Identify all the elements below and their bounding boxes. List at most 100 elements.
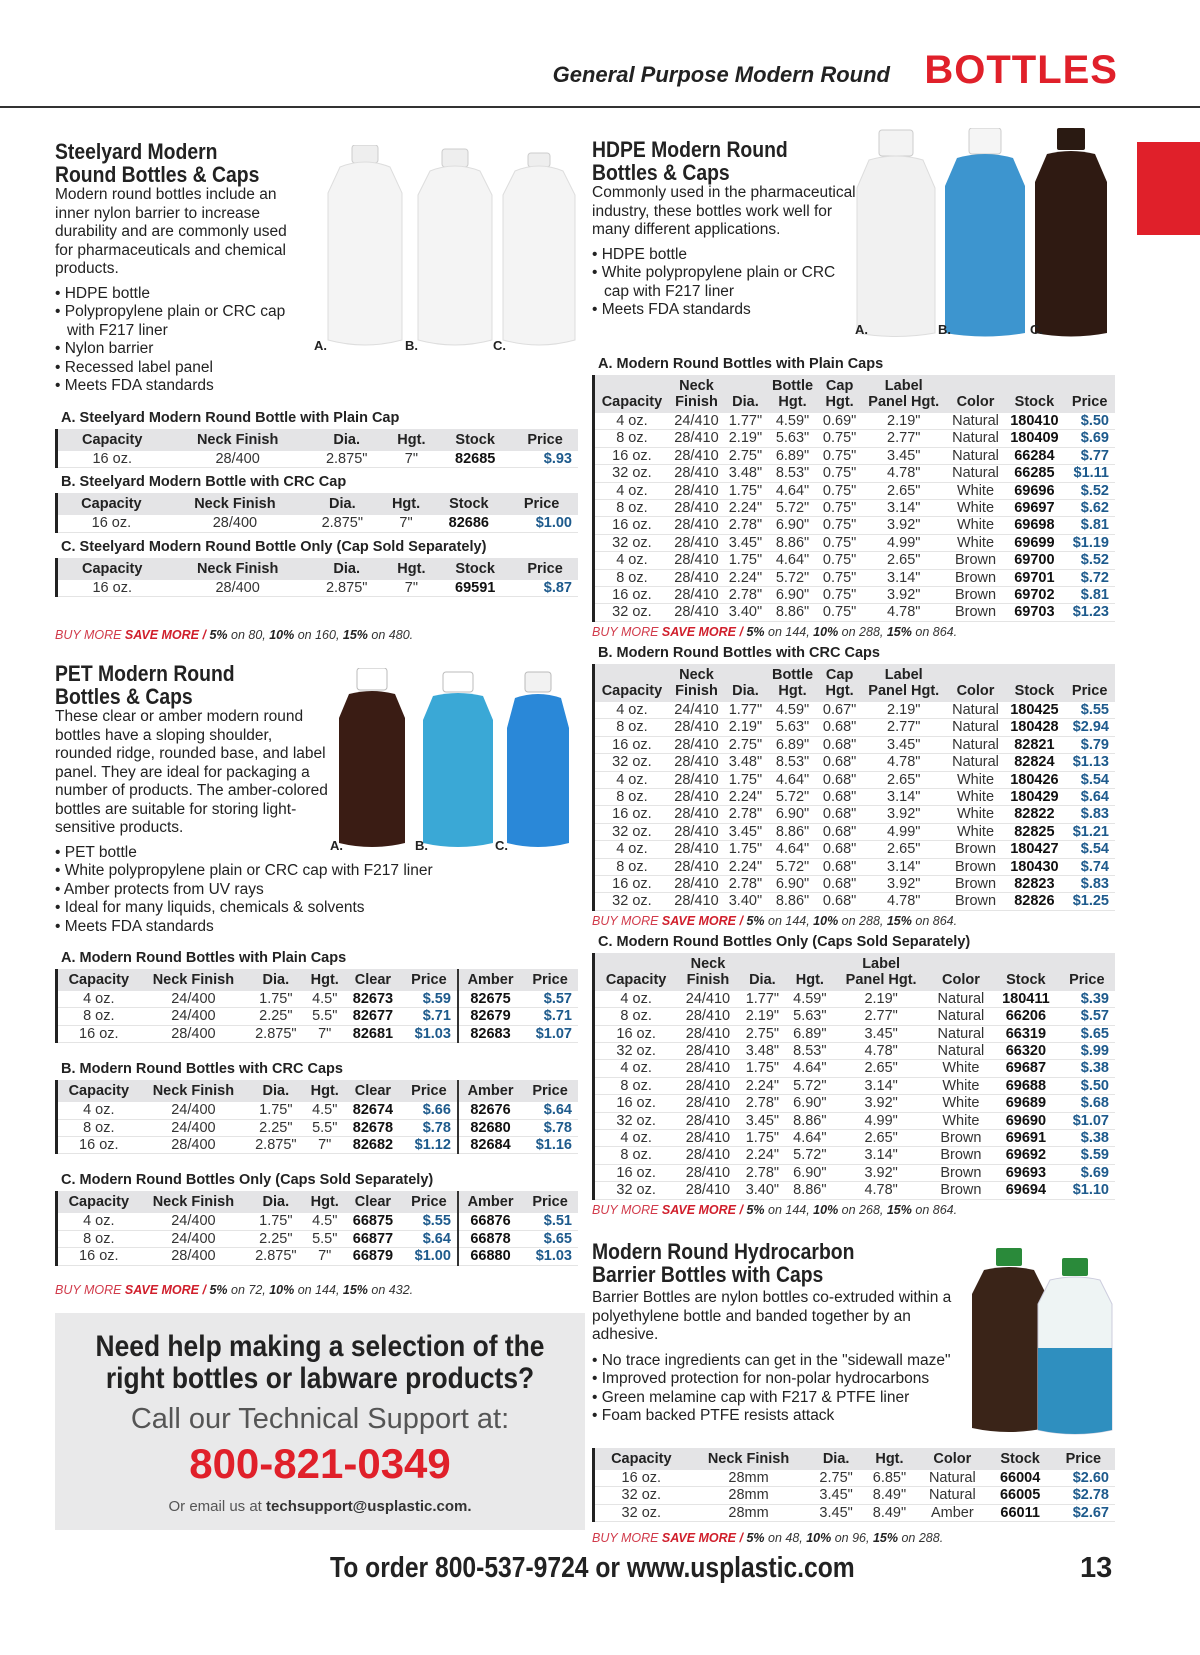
table-cell: 4 oz. — [56, 1102, 140, 1120]
column-header: Bottle Hgt. — [766, 663, 819, 702]
table-row: 16 oz. 28/410 2.75" 6.89" 3.45" Natural 66319 $… — [593, 1025, 1115, 1043]
table-cell: 28/410 — [668, 429, 725, 448]
table-cell: 28/410 — [677, 1146, 739, 1165]
table-row: 8 oz. 24/400 2.25" 5.5" 82677 $.71 82679 $.71 — [56, 1007, 578, 1026]
table-cell: Brown — [928, 1146, 994, 1165]
table-cell: 66206 — [993, 1007, 1059, 1026]
pet-image-label-b: B. — [415, 838, 428, 853]
table-cell: Brown — [946, 551, 1005, 570]
table-cell: $.65 — [1058, 1025, 1115, 1043]
table-cell: 32 oz. — [593, 892, 669, 911]
buy-more-text: BUY MORE — [55, 1283, 125, 1297]
column-header: Clear — [345, 1080, 401, 1103]
table-cell: 2.19" — [724, 429, 767, 448]
table-cell: 28/410 — [668, 534, 725, 553]
column-header: Dia. — [247, 969, 305, 991]
buy-more-text: on 144, — [764, 624, 814, 639]
table-cell: 3.92" — [833, 1164, 929, 1183]
table-cell: 2.24" — [724, 569, 767, 588]
table-cell: 6.90" — [766, 516, 819, 535]
column-header: Label Panel Hgt. — [860, 663, 947, 702]
spec-table: Capacity Neck Finish Dia. Hgt. Clear Price Amb… — [55, 1191, 578, 1266]
table-cell: 69693 — [993, 1164, 1059, 1183]
table-cell: $.71 — [522, 1007, 578, 1026]
table-cell: 24/400 — [139, 1007, 248, 1026]
table-cell: Natural — [946, 736, 1005, 755]
buy-more-text: on 160, — [294, 628, 343, 642]
hydrocarbon-intro: Modern Round Hydrocarbon Barrier Bottles… — [592, 1240, 962, 1426]
table-cell: Brown — [928, 1129, 994, 1148]
bullet-item: White polypropylene plain or CRC cap wit… — [592, 264, 857, 301]
table-cell: 16 oz. — [593, 516, 669, 535]
table-cell: 69700 — [1004, 551, 1065, 570]
table-cell: 66878 — [456, 1230, 523, 1249]
spec-table-section: C. Modern Round Bottles Only (Caps Sold … — [55, 1172, 578, 1266]
table-cell: 28/410 — [668, 569, 725, 588]
buy-more-text: 15% — [886, 624, 912, 639]
table-cell: $.81 — [1064, 586, 1115, 605]
column-header: Price — [512, 557, 578, 580]
column-header: Cap Hgt. — [818, 663, 861, 702]
buy-more-text: 10% — [269, 628, 295, 642]
buy-more-text: 5% — [209, 1283, 228, 1297]
support-email-link[interactable]: techsupport@usplastic.com. — [266, 1498, 472, 1515]
column-header: Dia. — [247, 1191, 305, 1214]
table-row: 8 oz. 28/410 2.19" 5.63" 0.75" 2.77" Natural 18… — [593, 429, 1115, 448]
spec-table-section: A. Steelyard Modern Round Bottle with Pl… — [55, 410, 578, 469]
table-row: 4 oz. 24/410 1.77" 4.59" 2.19" Natural 180411 $… — [593, 990, 1115, 1009]
table-cell: 7" — [384, 451, 439, 469]
table-cell: White — [928, 1112, 994, 1131]
bullet-item: PET bottle — [55, 844, 535, 863]
table-header-row: Capacity Neck Finish Dia. Hgt. Clear Price Amb… — [56, 969, 578, 991]
table-cell: 4 oz. — [593, 1129, 678, 1148]
table-row: 32 oz. 28/410 3.40" 8.86" 0.75" 4.78" Brown 697… — [593, 603, 1115, 622]
column-header: Cap Hgt. — [818, 375, 861, 413]
table-cell: $.55 — [400, 1213, 458, 1231]
table-cell: 32 oz. — [593, 1181, 678, 1200]
table-cell: 28/410 — [677, 1112, 739, 1131]
table-cell: 69690 — [993, 1112, 1059, 1131]
table-cell: 28/410 — [668, 823, 725, 842]
table-row: 32 oz. 28/410 3.48" 8.53" 4.78" Natural 66320 $… — [593, 1042, 1115, 1061]
buy-more-note: BUY MORE SAVE MORE / 5% on 144, 10% on 2… — [592, 914, 1115, 928]
table-cell: 5.72" — [786, 1077, 834, 1096]
column-header: Stock — [438, 429, 513, 451]
table-cell: 66319 — [993, 1025, 1059, 1043]
table-cell: Natural — [928, 1025, 994, 1043]
column-header: Price — [1051, 1448, 1115, 1470]
column-header: Clear — [345, 969, 401, 991]
table-cell: 82684 — [456, 1136, 523, 1155]
table-cell: 16 oz. — [56, 515, 165, 533]
table-cell: 5.72" — [766, 858, 819, 876]
table-cell: 4.5" — [304, 991, 345, 1009]
table-cell: 1.77" — [724, 413, 767, 431]
table-cell: $1.25 — [1064, 892, 1115, 911]
table-cell: 69688 — [993, 1077, 1059, 1096]
table-cell: 2.75" — [724, 447, 767, 466]
table-cell: 7" — [379, 515, 433, 533]
spec-table-section: B. Modern Round Bottles with CRC Caps Cap… — [592, 645, 1115, 928]
table-cell: 82686 — [432, 515, 506, 533]
support-phone-link[interactable]: 800-821-0349 — [189, 1440, 451, 1487]
buy-more-text: 15% — [886, 913, 912, 928]
table-cell: $1.13 — [1064, 753, 1115, 772]
table-cell: White — [946, 771, 1005, 789]
table-cell: 28/410 — [677, 1077, 739, 1096]
buy-more-text: SAVE MORE / — [661, 1531, 747, 1545]
table-cell: 4.78" — [833, 1181, 929, 1200]
table-cell: $.69 — [1058, 1164, 1115, 1183]
table-cell: 2.78" — [724, 875, 767, 894]
hdpe-intro: HDPE Modern Round Bottles & Caps Commonl… — [592, 138, 857, 320]
amber-bottle-image — [339, 668, 405, 847]
table-cell: 4.59" — [766, 701, 819, 720]
column-header: Hgt. — [379, 493, 433, 516]
table-header-row: Capacity Neck Finish Dia. Bottle Hgt. Cap Hg… — [593, 375, 1115, 413]
table-cell: 4.99" — [860, 823, 947, 842]
header-divider — [0, 106, 1200, 108]
column-header: Neck Finish — [687, 1448, 810, 1470]
table-cell: $.74 — [1064, 858, 1115, 876]
column-header: Hgt. — [384, 429, 439, 451]
table-cell: Brown — [946, 840, 1005, 859]
table-cell: 0.75" — [818, 586, 861, 605]
table-cell: 2.24" — [724, 858, 767, 876]
